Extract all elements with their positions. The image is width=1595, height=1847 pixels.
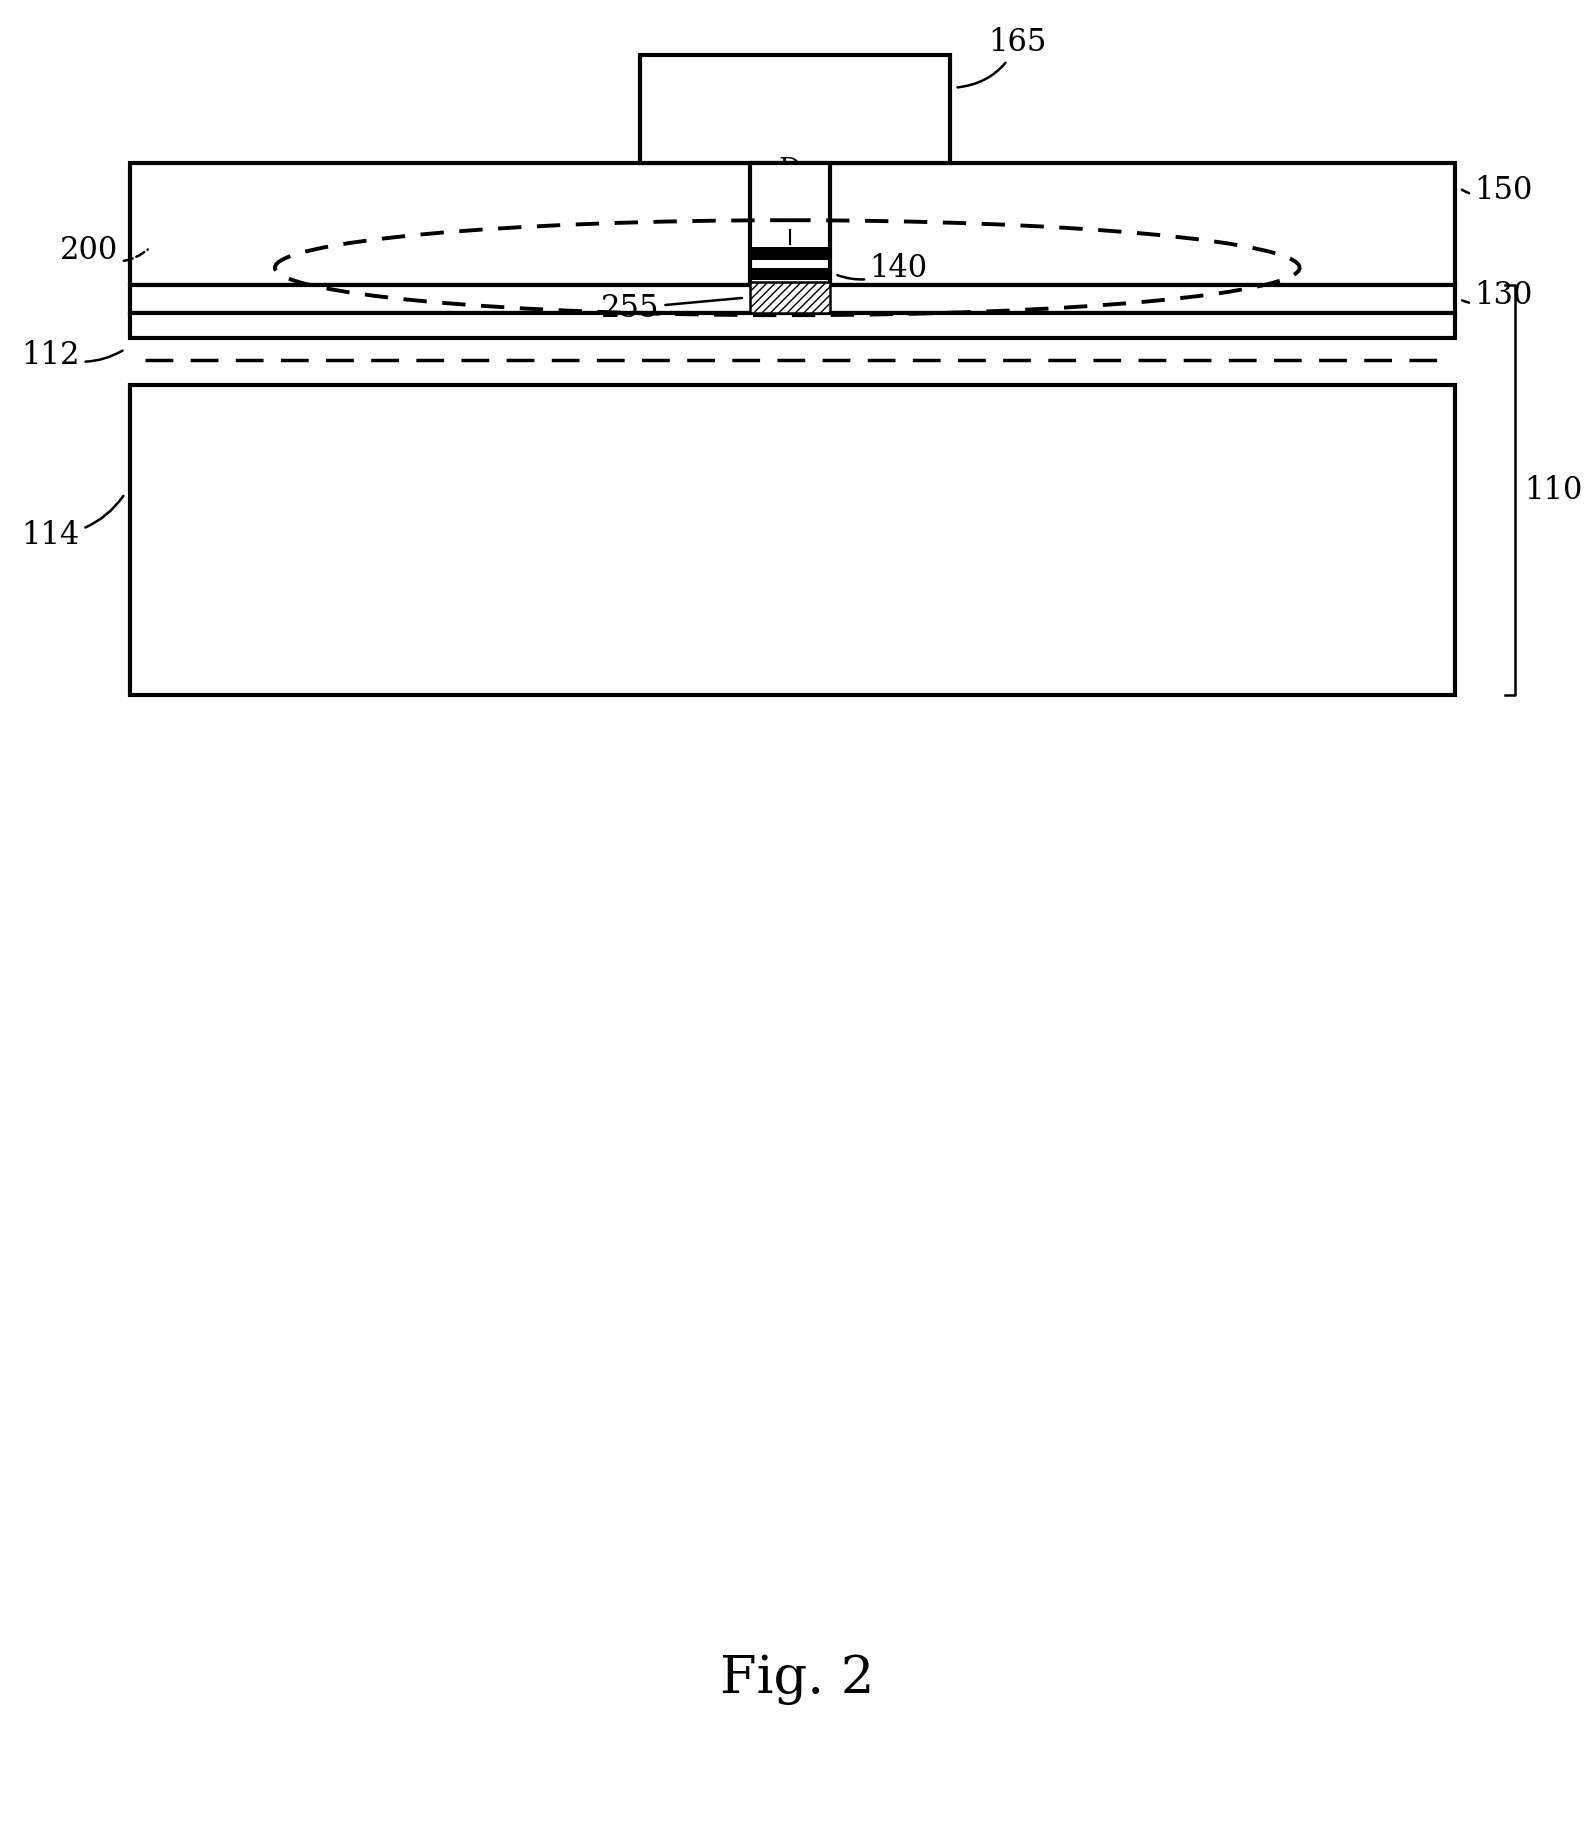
Text: 130: 130: [1463, 279, 1533, 310]
Bar: [129, 163, 1455, 284]
Text: 200: 200: [61, 235, 148, 266]
Bar: [750, 163, 829, 284]
Text: 110: 110: [1525, 475, 1582, 506]
Bar: [750, 283, 829, 314]
Text: 140: 140: [837, 253, 928, 284]
Bar: [750, 268, 829, 281]
Bar: [129, 386, 1455, 694]
Text: 165: 165: [957, 26, 1046, 87]
Bar: [750, 247, 829, 260]
Text: Fig. 2: Fig. 2: [719, 1655, 874, 1705]
Bar: [129, 314, 1455, 338]
Text: 112: 112: [21, 340, 123, 371]
Bar: [640, 55, 949, 163]
Text: 255: 255: [601, 292, 742, 323]
Text: D: D: [778, 157, 801, 183]
Bar: [129, 284, 1455, 314]
Text: 150: 150: [1463, 175, 1533, 205]
Text: 114: 114: [22, 495, 123, 550]
Text: 120: 120: [761, 199, 818, 231]
